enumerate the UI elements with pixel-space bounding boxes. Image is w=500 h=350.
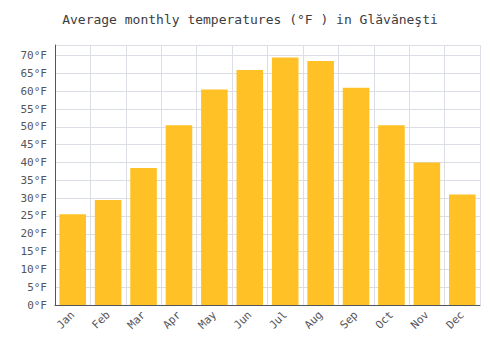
svg-text:Oct: Oct [373, 308, 396, 331]
svg-text:30°F: 30°F [21, 192, 48, 205]
svg-text:May: May [196, 308, 219, 331]
svg-text:Jul: Jul [267, 308, 290, 331]
svg-text:Aug: Aug [302, 308, 325, 331]
svg-text:Jan: Jan [54, 308, 77, 331]
svg-text:Dec: Dec [444, 308, 467, 331]
svg-text:60°F: 60°F [21, 85, 48, 98]
svg-text:Average monthly temperatures (: Average monthly temperatures (°F ) in Gl… [62, 12, 438, 27]
svg-text:70°F: 70°F [21, 49, 48, 62]
svg-text:Apr: Apr [160, 308, 183, 331]
svg-text:20°F: 20°F [21, 227, 48, 240]
svg-text:45°F: 45°F [21, 138, 48, 151]
svg-text:Jun: Jun [231, 308, 254, 331]
svg-text:35°F: 35°F [21, 174, 48, 187]
svg-text:15°F: 15°F [21, 245, 48, 258]
svg-text:0°F: 0°F [27, 299, 47, 312]
svg-text:5°F: 5°F [27, 281, 47, 294]
svg-text:Sep: Sep [337, 308, 360, 331]
svg-text:65°F: 65°F [21, 67, 48, 80]
svg-text:50°F: 50°F [21, 120, 48, 133]
svg-text:Feb: Feb [89, 308, 112, 331]
svg-text:10°F: 10°F [21, 263, 48, 276]
svg-text:Nov: Nov [408, 308, 431, 331]
svg-text:40°F: 40°F [21, 156, 48, 169]
svg-text:25°F: 25°F [21, 209, 48, 222]
svg-text:Mar: Mar [125, 308, 148, 331]
svg-text:55°F: 55°F [21, 103, 48, 116]
